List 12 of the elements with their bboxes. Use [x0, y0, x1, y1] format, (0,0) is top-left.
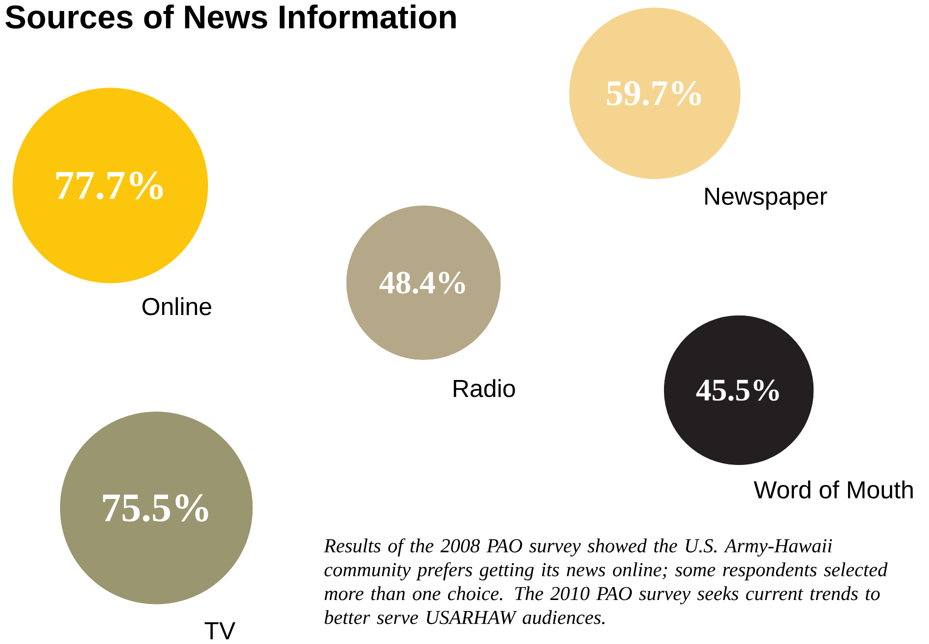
data-label: 59.7% [606, 81, 701, 106]
category-label: Newspaper [705, 188, 828, 210]
data-label: 75.5% [103, 494, 208, 522]
data-label: 45.5% [696, 380, 779, 401]
category-label: Online [142, 297, 212, 316]
data-label: 77.7% [56, 172, 163, 200]
category-label: TV [204, 622, 236, 640]
category-label: Radio [454, 379, 515, 398]
category-label: Word of Mouth [754, 480, 913, 499]
text: Results of the 2008 PAO survey showed the U.S. Army-Hawaii community prefers getting its news online; some respondents selected more than one choice. The 2010 PAO survey seeks current trends to better serve USARHAW audiences. [324, 538, 888, 624]
data-label: 48.4% [379, 272, 465, 294]
text: Sources of News Information [6, 4, 456, 29]
